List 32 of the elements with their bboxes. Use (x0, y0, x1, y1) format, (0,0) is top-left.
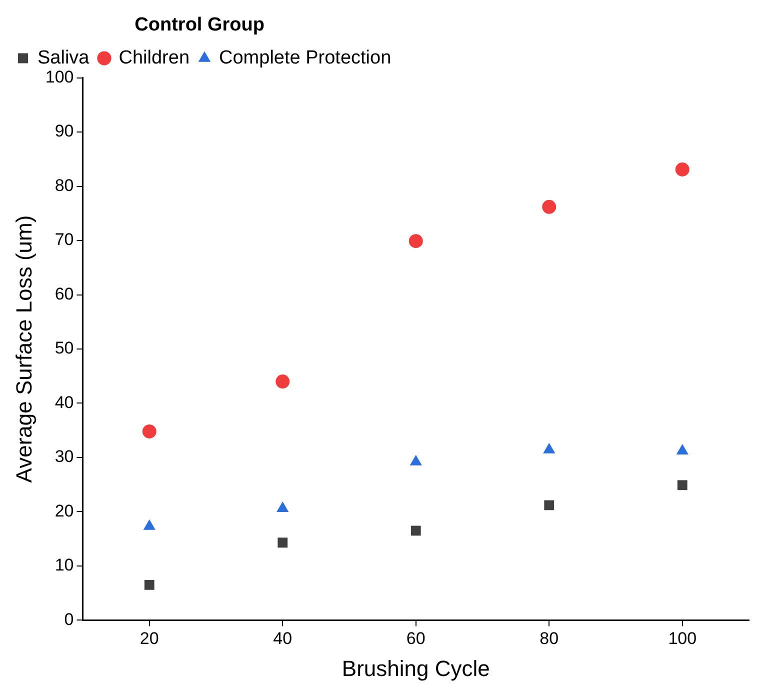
y-tick-label: 0 (64, 610, 74, 629)
y-tick-label: 60 (54, 284, 74, 304)
legend-label: Complete Protection (219, 48, 392, 69)
y-tick-label: 20 (54, 501, 74, 520)
point (544, 500, 554, 510)
legend-label: Children (118, 48, 190, 69)
x-tick-label: 100 (668, 629, 697, 648)
y-tick-label: 80 (54, 176, 74, 195)
y-tick-label: 40 (54, 392, 74, 412)
x-axis-title: Brushing Cycle (342, 656, 490, 681)
point (278, 538, 288, 548)
x-tick-label: 40 (273, 629, 292, 648)
point (144, 580, 154, 590)
point (675, 162, 690, 176)
point (677, 480, 688, 490)
point (142, 424, 156, 438)
point (276, 374, 290, 389)
y-tick-label: 90 (54, 122, 74, 141)
point (542, 200, 556, 214)
legend-label: Saliva (38, 48, 90, 69)
legend-title: Control Group (134, 14, 264, 36)
x-tick-label: 80 (540, 629, 559, 648)
y-tick-label: 70 (54, 230, 74, 250)
y-tick-label: 10 (54, 556, 74, 575)
y-tick-label: 30 (54, 447, 74, 466)
x-tick-label: 60 (406, 629, 426, 648)
y-axis-title: Average Surface Loss (um) (11, 215, 36, 483)
y-tick-label: 100 (45, 67, 74, 86)
y-tick-label: 50 (54, 338, 74, 358)
point (408, 234, 423, 248)
x-tick-label: 20 (140, 629, 159, 648)
point (410, 526, 421, 536)
